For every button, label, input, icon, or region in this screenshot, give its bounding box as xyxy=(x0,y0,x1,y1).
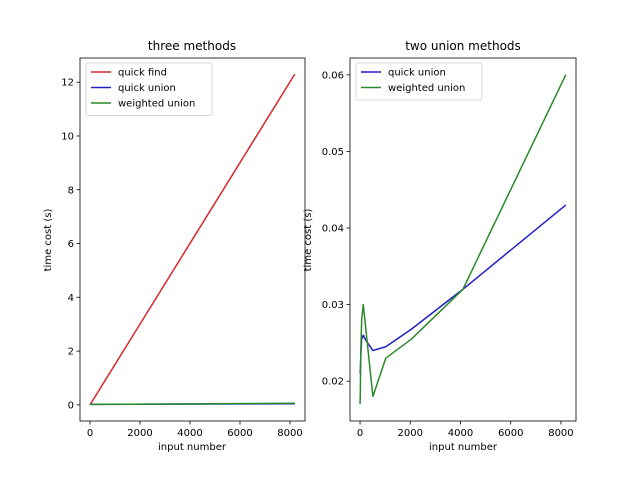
x-tick-label-two-union-methods: 2000 xyxy=(398,428,423,439)
y-tick-label-three-methods: 4 xyxy=(68,293,74,304)
y-tick-label-two-union-methods: 0.06 xyxy=(322,70,344,81)
legend-label-two-union-methods: quick union xyxy=(388,68,446,79)
y-axis-label-two-union-methods: time cost (s) xyxy=(303,209,314,272)
x-axis-label-two-union-methods: input number xyxy=(429,442,498,453)
legend-box-two-union-methods xyxy=(355,62,483,101)
legend-label-three-methods: quick union xyxy=(118,83,176,94)
x-tick-label-two-union-methods: 4000 xyxy=(448,428,473,439)
y-tick-label-two-union-methods: 0.05 xyxy=(322,147,344,158)
axes-frame-three-methods xyxy=(79,57,306,422)
y-tick-label-three-methods: 12 xyxy=(61,78,74,89)
x-axis-label-three-methods: input number xyxy=(158,442,227,453)
series-line-three-methods-2 xyxy=(89,402,295,406)
x-tick-label-two-union-methods: 0 xyxy=(357,428,363,439)
legend-label-two-union-methods: weighted union xyxy=(388,83,465,94)
y-tick-label-three-methods: 0 xyxy=(68,400,74,411)
x-tick-label-three-methods: 8000 xyxy=(277,428,302,439)
y-tick-label-two-union-methods: 0.04 xyxy=(322,224,344,235)
x-tick-label-two-union-methods: 6000 xyxy=(498,428,523,439)
y-tick-label-three-methods: 10 xyxy=(61,131,74,142)
chart-two-union-methods: 0 2000 4000 6000 8000 0.02 0.03 0.04 0.05 0.06 qui… xyxy=(322,57,577,439)
chart-title-two-union-methods: two union methods xyxy=(405,39,521,53)
x-tick-label-two-union-methods: 8000 xyxy=(548,428,573,439)
y-tick-label-two-union-methods: 0.03 xyxy=(322,300,344,311)
legend-label-three-methods: quick find xyxy=(118,68,167,79)
chart-title-three-methods: three methods xyxy=(148,39,236,53)
y-tick-label-two-union-methods: 0.02 xyxy=(322,377,344,388)
y-tick-label-three-methods: 6 xyxy=(68,239,74,250)
x-tick-label-three-methods: 0 xyxy=(87,428,93,439)
legend-label-three-methods: weighted union xyxy=(118,99,195,110)
chart-three-methods: 0 2000 4000 6000 8000 0 2 4 6 8 10 12 quick find quic… xyxy=(61,57,306,439)
series-line-two-union-methods-1 xyxy=(359,74,567,405)
legend-box-three-methods xyxy=(85,62,213,116)
x-tick-label-three-methods: 6000 xyxy=(227,428,252,439)
series-line-three-methods-0 xyxy=(89,73,296,406)
x-tick-label-three-methods: 2000 xyxy=(127,428,152,439)
y-tick-label-three-methods: 8 xyxy=(68,185,74,196)
x-tick-label-three-methods: 4000 xyxy=(177,428,202,439)
y-axis-label-three-methods: time cost (s) xyxy=(43,209,54,272)
axes-frame-two-union-methods xyxy=(349,57,577,422)
y-tick-label-three-methods: 2 xyxy=(68,347,74,358)
